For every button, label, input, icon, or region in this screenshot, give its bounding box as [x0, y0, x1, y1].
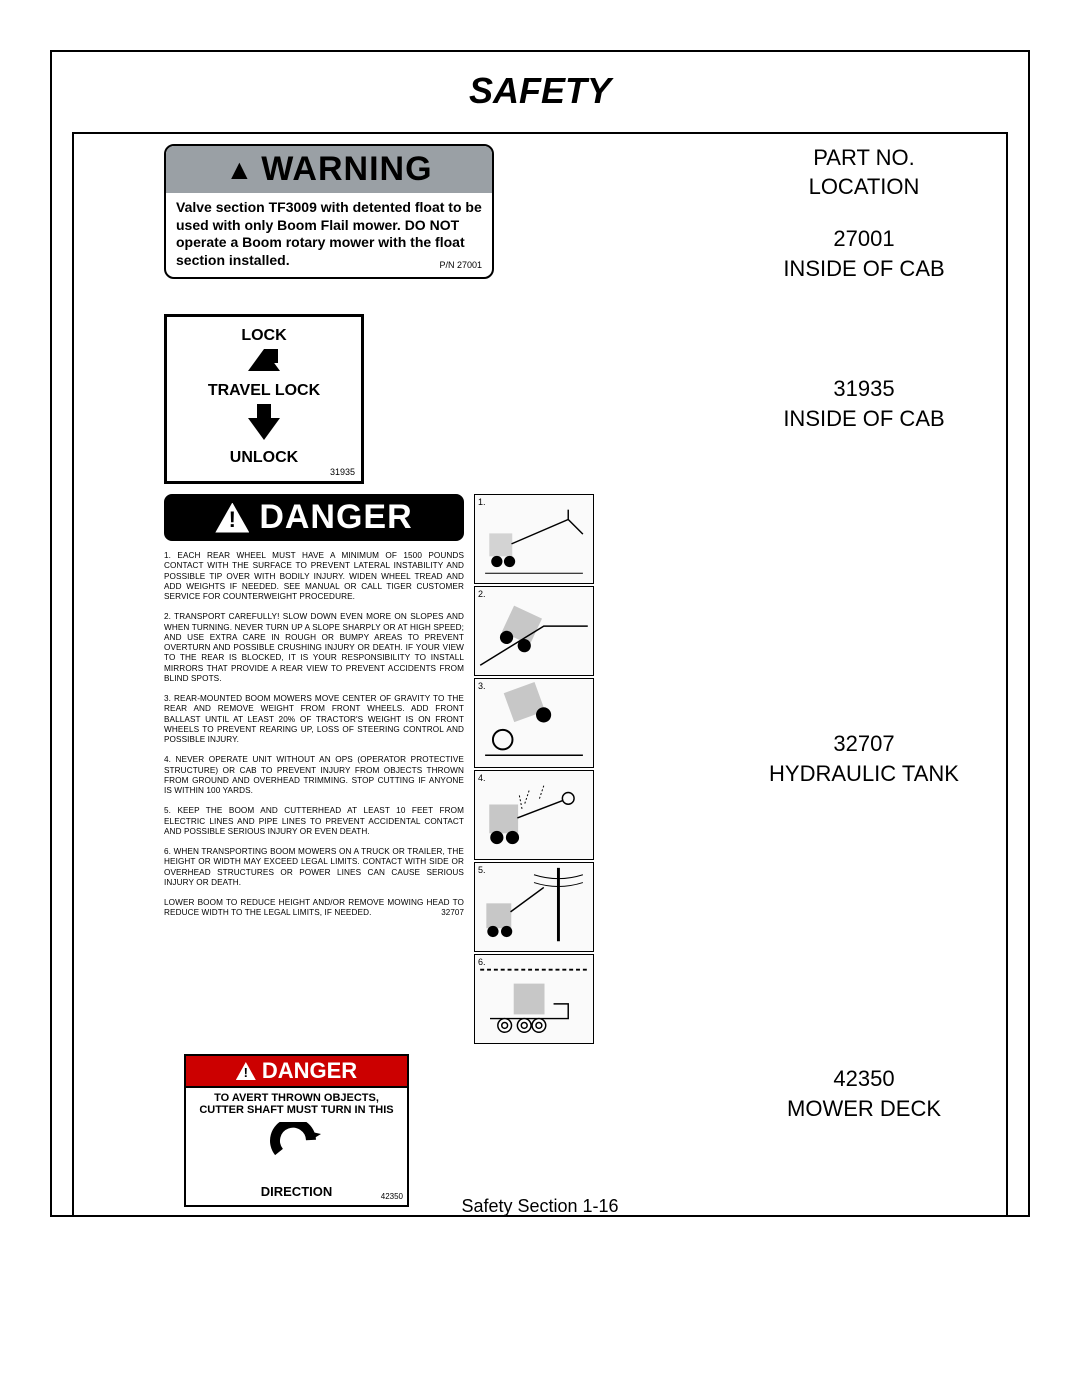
danger-triangle-icon: !: [215, 503, 249, 533]
danger-label-32707: ! DANGER 1. EACH REAR WHEEL MUST HAVE A …: [164, 494, 594, 929]
part-number: 32707: [714, 729, 1014, 759]
part-entry-27001: 27001INSIDE OF CAB: [714, 224, 1014, 283]
inner-frame: PART NO. LOCATION 27001INSIDE OF CAB3193…: [72, 132, 1008, 1215]
danger-fig-4: 4.: [474, 770, 594, 860]
danger-pn: 32707: [441, 908, 464, 918]
danger-head-text: DANGER: [259, 498, 412, 537]
danger-tail-text: LOWER BOOM TO REDUCE HEIGHT AND/OR REMOV…: [164, 898, 464, 917]
danger-fig-6: 6.: [474, 954, 594, 1044]
danger4-header: ! DANGER: [184, 1054, 409, 1088]
part-entry-32707: 32707HYDRAULIC TANK: [714, 729, 1014, 788]
danger4-head-text: DANGER: [262, 1058, 357, 1084]
warning-header: ▲ WARNING: [166, 146, 492, 193]
danger-para-1: 1. EACH REAR WHEEL MUST HAVE A MINIMUM O…: [164, 551, 464, 602]
danger-para-6: 6. WHEN TRANSPORTING BOOM MOWERS ON A TR…: [164, 847, 464, 888]
right-column-header: PART NO. LOCATION: [714, 144, 1014, 201]
warning-body-text: Valve section TF3009 with detented float…: [176, 199, 482, 268]
travel-lock-text: TRAVEL LOCK: [167, 382, 361, 400]
warning-pn-text: P/N 27001: [439, 260, 482, 271]
danger4-line2: CUTTER SHAFT MUST TURN IN THIS: [191, 1104, 402, 1116]
danger-figures-column: 1. 2.: [474, 494, 594, 1046]
danger4-line1: TO AVERT THROWN OBJECTS,: [191, 1092, 402, 1104]
rotation-arrow-icon: [267, 1122, 327, 1177]
warning-label-27001: ▲ WARNING Valve section TF3009 with dete…: [164, 144, 494, 279]
part-location: INSIDE OF CAB: [714, 254, 1014, 284]
danger-para-2: 2. TRANSPORT CAREFULLY! SLOW DOWN EVEN M…: [164, 612, 464, 684]
part-number: 42350: [714, 1064, 1014, 1094]
danger-body: 1. EACH REAR WHEEL MUST HAVE A MINIMUM O…: [164, 541, 464, 919]
danger-fig-2: 2.: [474, 586, 594, 676]
warning-triangle-icon: ▲: [225, 154, 253, 186]
travel-lock-pn: 31935: [330, 467, 355, 477]
warning-head-text: WARNING: [261, 150, 432, 189]
danger-fig-3: 3.: [474, 678, 594, 768]
location-heading: LOCATION: [714, 173, 1014, 202]
danger-fig-5: 5.: [474, 862, 594, 952]
part-entry-31935: 31935INSIDE OF CAB: [714, 374, 1014, 433]
part-location: INSIDE OF CAB: [714, 404, 1014, 434]
part-no-heading: PART NO.: [714, 144, 1014, 173]
part-number: 27001: [714, 224, 1014, 254]
arrow-down-icon: [248, 418, 280, 440]
danger-para-3: 3. REAR-MOUNTED BOOM MOWERS MOVE CENTER …: [164, 694, 464, 745]
danger4-body: TO AVERT THROWN OBJECTS, CUTTER SHAFT MU…: [184, 1088, 409, 1207]
danger-fig-1: 1.: [474, 494, 594, 584]
danger-label-42350: ! DANGER TO AVERT THROWN OBJECTS, CUTTER…: [184, 1054, 409, 1207]
part-location: HYDRAULIC TANK: [714, 759, 1014, 789]
page-frame: SAFETY PART NO. LOCATION 27001INSIDE OF …: [50, 50, 1030, 1217]
part-location: MOWER DECK: [714, 1094, 1014, 1124]
danger-para-4: 4. NEVER OPERATE UNIT WITHOUT AN OPS (OP…: [164, 755, 464, 796]
lock-text: LOCK: [167, 327, 361, 345]
danger4-triangle-icon: !: [236, 1062, 256, 1080]
unlock-text: UNLOCK: [167, 449, 361, 467]
part-entry-42350: 42350MOWER DECK: [714, 1064, 1014, 1123]
part-number: 31935: [714, 374, 1014, 404]
travel-lock-label-31935: LOCK TRAVEL LOCK UNLOCK 31935: [164, 314, 364, 484]
danger-para-5: 5. KEEP THE BOOM AND CUTTERHEAD AT LEAST…: [164, 806, 464, 837]
arrow-up-icon: [248, 349, 280, 371]
warning-body: Valve section TF3009 with detented float…: [166, 193, 492, 277]
page-title: SAFETY: [52, 52, 1028, 126]
page-footer: Safety Section 1-16: [74, 1196, 1006, 1217]
danger-header: ! DANGER: [164, 494, 464, 541]
